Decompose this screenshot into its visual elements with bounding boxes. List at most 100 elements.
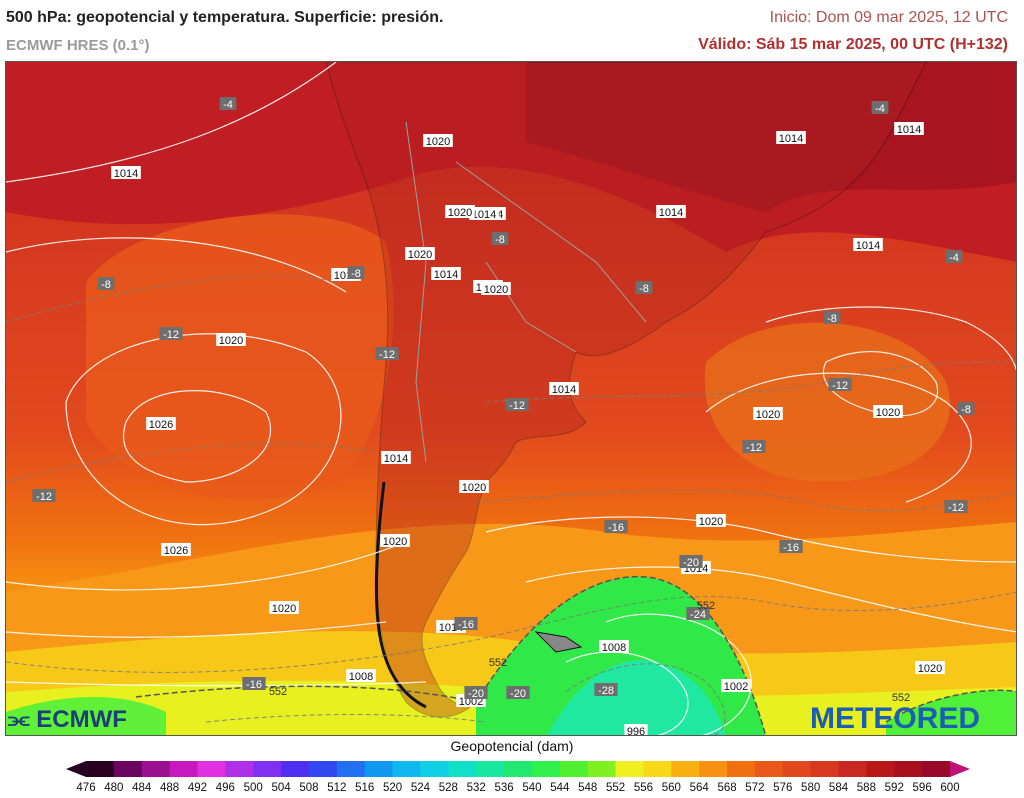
temperature-label-text: -20 — [468, 688, 484, 700]
colorbar-tick-label: 560 — [661, 782, 681, 794]
map-canvas: 1014101410141014101410141014101410141014… — [6, 62, 1016, 735]
model-label: ECMWF HRES (0.1°) — [6, 37, 150, 54]
colorbar-swatch — [727, 761, 756, 777]
colorbar-tick-label: 552 — [605, 782, 626, 794]
pressure-label: 1014 — [656, 205, 686, 219]
temperature-label: -12 — [944, 500, 968, 514]
colorbar-tick-label: 480 — [104, 782, 124, 794]
pressure-label-text: 1020 — [876, 407, 900, 419]
temperature-label-text: -16 — [458, 619, 474, 631]
pressure-label-text: 1020 — [219, 335, 243, 347]
pressure-label-text: 1020 — [462, 482, 486, 494]
pressure-label-text: 1020 — [918, 663, 942, 675]
temperature-label-text: -16 — [783, 542, 799, 554]
colorbar-swatch — [197, 761, 226, 777]
pressure-label-text: 1020 — [383, 536, 407, 548]
pressure-label: 996 — [624, 724, 648, 735]
pressure-label: 1020 — [696, 514, 726, 528]
pressure-label-text: 1014 — [472, 209, 496, 221]
colorbar-tick-label: 584 — [828, 782, 849, 794]
colorbar-tick-label: 580 — [801, 782, 821, 794]
pressure-label-text: 1020 — [448, 207, 472, 219]
pressure-label: 1014 — [431, 267, 461, 281]
temperature-label: -8 — [823, 311, 841, 325]
field-sw-green — [6, 697, 166, 735]
temperature-label-text: -8 — [827, 313, 837, 325]
colorbar-swatch — [141, 761, 171, 777]
colorbar-swatch — [810, 761, 840, 777]
colorbar-tick-label: 496 — [215, 782, 235, 794]
colorbar-tick-label: 568 — [717, 782, 737, 794]
valid-time: Válido: Sáb 15 mar 2025, 00 UTC (H+132) — [698, 36, 1008, 53]
pressure-label: 1020 — [915, 661, 945, 675]
pressure-label: 1008 — [346, 669, 376, 683]
temperature-label-text: -8 — [101, 279, 111, 291]
colorbar-swatch — [448, 761, 477, 777]
height-label: 552 — [269, 686, 287, 698]
colorbar-swatch — [392, 761, 421, 777]
colorbar-swatch — [336, 761, 366, 777]
temperature-label: -4 — [945, 250, 963, 264]
field-lobe-east — [704, 322, 950, 482]
colorbar-swatch — [754, 761, 784, 777]
temperature-label-text: -8 — [639, 283, 649, 295]
pressure-label-text: 1014 — [779, 133, 803, 145]
temperature-label: -28 — [594, 683, 618, 697]
colorbar-tick-label: 508 — [299, 782, 319, 794]
pressure-label-text: 1020 — [699, 516, 723, 528]
colorbar-title: Geopotencial (dam) — [450, 738, 574, 754]
isobars — [6, 62, 1016, 735]
temperature-label-text: -28 — [598, 685, 614, 697]
pressure-label-text: 1014 — [659, 207, 683, 219]
falkland-islands — [534, 631, 583, 653]
colorbar-swatch — [615, 761, 644, 777]
colorbar-tick-label: 572 — [745, 782, 765, 794]
pressure-label-text: 1014 — [856, 240, 880, 252]
ecmwf-logo-icon: ⫘ — [8, 706, 37, 733]
colorbar-swatch — [643, 761, 672, 777]
pressure-label: 1020 — [405, 247, 435, 261]
pressure-label-text: 1008 — [602, 642, 626, 654]
colorbar-swatch — [364, 761, 394, 777]
pressure-label: 1026 — [161, 543, 191, 557]
colorbar-tick-label: 492 — [187, 782, 208, 794]
height-label: 552 — [697, 600, 715, 612]
colorbar-tick-label: 500 — [243, 782, 263, 794]
field-trough-core — [547, 660, 726, 735]
colorbar-swatch — [587, 761, 617, 777]
colorbar-swatch — [504, 761, 533, 777]
ecmwf-logo: ⫘ ECMWF — [8, 706, 127, 734]
temperature-label: -16 — [454, 617, 478, 631]
temperature-label-text: -4 — [875, 103, 885, 115]
pressure-label: 1020 — [269, 601, 299, 615]
colorbar-tick-label: 544 — [550, 782, 570, 794]
temperature-label-text: -8 — [495, 234, 505, 246]
temperature-label-text: -8 — [961, 404, 971, 416]
pressure-label-text: 1014 — [384, 453, 408, 465]
field-lobe-west — [86, 214, 394, 500]
pressure-label: 1020 — [753, 407, 783, 421]
temperature-label: -4 — [871, 101, 889, 115]
temperature-label-text: -20 — [683, 557, 699, 569]
pressure-label-text: 1026 — [149, 419, 173, 431]
colorbar-swatch — [922, 761, 951, 777]
colorbar-tick-label: 596 — [912, 782, 932, 794]
temperature-label-text: -12 — [36, 491, 52, 503]
chile-coast — [374, 481, 427, 709]
temperature-label: -12 — [742, 440, 766, 454]
weather-map: 1014 1014 1014 1014 1014 1014 1014 1014 1014 1014… — [5, 61, 1017, 736]
height-label-text: 552 — [489, 657, 507, 669]
height-label: 552 — [892, 692, 910, 704]
colorbar-swatch — [838, 761, 867, 777]
pressure-label-text: 1020 — [272, 603, 296, 615]
temperature-label-text: -24 — [690, 609, 706, 621]
field-592 — [526, 62, 1016, 212]
temperature-label: -8 — [347, 266, 365, 280]
temperature-label-text: -12 — [379, 349, 395, 361]
colorbar-swatch — [894, 761, 923, 777]
colorbar-ticks: 476 480 484 488 492 496 500 504 508 512 516 520 524 5… — [0, 782, 1024, 798]
colorbar-swatch — [281, 761, 310, 777]
temperature-label: -16 — [779, 540, 803, 554]
pressure-label-text: 1020 — [484, 284, 508, 296]
field-se-green — [886, 690, 1016, 735]
